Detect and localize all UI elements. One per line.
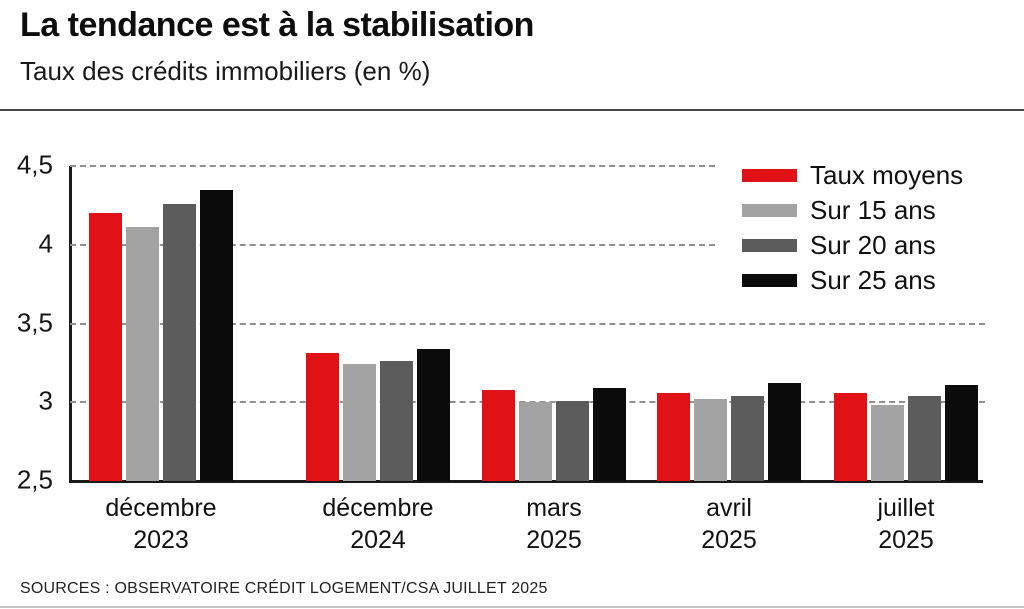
bar (306, 353, 339, 481)
page-title: La tendance est à la stabilisation (20, 6, 534, 44)
bar (871, 405, 904, 481)
bar (834, 392, 867, 481)
bar (482, 389, 515, 481)
bar (343, 364, 376, 481)
bar (657, 392, 690, 481)
top-divider (0, 109, 1024, 111)
bar (945, 384, 978, 481)
y-axis-tick-label: 4 (38, 228, 53, 259)
gridline (70, 165, 715, 167)
legend-swatch (742, 274, 797, 287)
bar (731, 395, 764, 481)
bar (89, 213, 122, 481)
bar (380, 361, 413, 481)
legend-label: Taux moyens (810, 160, 964, 190)
legend-item: Sur 15 ans (742, 193, 963, 228)
bottom-divider (0, 606, 1024, 608)
y-axis-tick-label: 4,5 (16, 149, 53, 180)
x-axis-category-label: décembre 2024 (322, 494, 434, 554)
bar (593, 388, 626, 481)
legend-label: Sur 25 ans (810, 265, 936, 295)
bar (694, 399, 727, 481)
chart-legend: Taux moyens Sur 15 ans Sur 20 ans Sur 25 an… (742, 158, 963, 298)
bar (163, 203, 196, 481)
bar (417, 348, 450, 481)
legend-swatch (742, 204, 797, 217)
x-axis-category-label: juillet 2025 (877, 494, 935, 554)
x-axis-category-label: mars 2025 (526, 494, 582, 554)
legend-item: Sur 20 ans (742, 228, 963, 263)
bar (556, 400, 589, 481)
legend-swatch (742, 239, 797, 252)
legend-item: Sur 25 ans (742, 263, 963, 298)
legend-label: Sur 15 ans (810, 195, 936, 225)
gridline (70, 243, 715, 246)
y-axis-tick-label: 3,5 (16, 306, 53, 337)
legend-label: Sur 20 ans (810, 230, 936, 260)
bar (126, 227, 159, 481)
y-axis-tick-label: 3 (38, 385, 53, 416)
bar (519, 402, 552, 481)
bar (908, 395, 941, 481)
legend-item: Taux moyens (742, 158, 963, 193)
chart-subtitle: Taux des crédits immobiliers (en %) (20, 56, 431, 86)
x-axis-line (69, 480, 983, 483)
bar (768, 383, 801, 481)
gridline (70, 322, 985, 325)
legend-swatch (742, 169, 797, 182)
x-axis-category-label: avril 2025 (701, 494, 757, 554)
x-axis-category-label: décembre 2023 (105, 494, 217, 554)
source-caption: SOURCES : OBSERVATOIRE CRÉDIT LOGEMENT/C… (20, 580, 548, 597)
bar (200, 189, 233, 481)
y-axis-tick-label: 2,5 (16, 464, 53, 495)
